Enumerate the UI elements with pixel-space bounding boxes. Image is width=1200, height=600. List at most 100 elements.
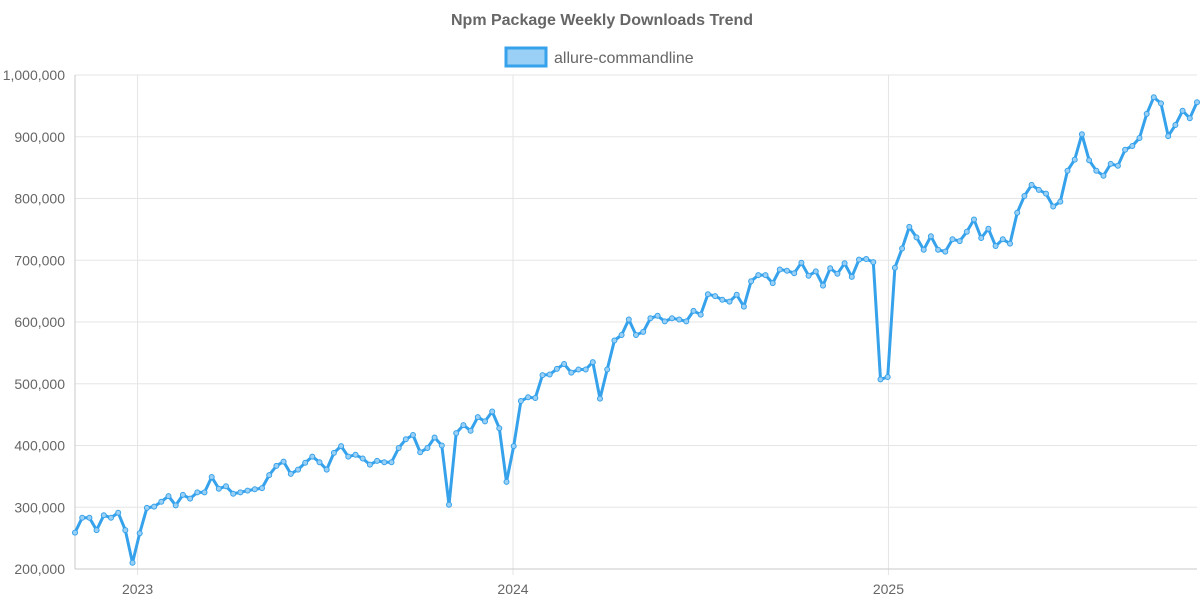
data-point[interactable] — [417, 449, 424, 456]
data-point[interactable] — [971, 216, 977, 223]
data-point[interactable] — [834, 270, 841, 277]
data-point[interactable] — [553, 365, 560, 372]
data-point[interactable] — [323, 466, 330, 473]
data-point[interactable] — [330, 449, 337, 456]
data-point[interactable] — [985, 225, 992, 232]
data-point[interactable] — [1021, 193, 1028, 199]
data-point[interactable] — [769, 280, 776, 287]
data-point[interactable] — [992, 243, 999, 249]
data-point[interactable] — [942, 248, 949, 255]
data-point[interactable] — [798, 259, 805, 266]
data-point[interactable] — [906, 223, 913, 230]
data-point[interactable] — [215, 485, 222, 492]
data-point[interactable] — [517, 398, 524, 404]
legend[interactable]: allure-commandline — [504, 46, 694, 68]
data-point[interactable] — [510, 443, 517, 450]
data-point[interactable] — [1107, 160, 1114, 167]
data-point[interactable] — [388, 459, 395, 466]
data-point[interactable] — [496, 425, 503, 432]
data-point[interactable] — [690, 307, 697, 314]
data-point[interactable] — [129, 559, 136, 566]
data-point[interactable] — [827, 265, 834, 272]
data-point[interactable] — [856, 256, 862, 263]
data-point[interactable] — [712, 293, 719, 300]
data-point[interactable] — [251, 486, 258, 493]
data-point[interactable] — [891, 264, 898, 271]
data-point[interactable] — [489, 408, 496, 415]
data-point[interactable] — [345, 453, 352, 460]
data-point[interactable] — [302, 459, 309, 466]
data-point[interactable] — [223, 483, 229, 490]
data-point[interactable] — [158, 498, 165, 505]
data-point[interactable] — [187, 495, 194, 502]
data-point[interactable] — [1014, 209, 1021, 216]
data-point[interactable] — [366, 461, 373, 468]
data-point[interactable] — [719, 296, 726, 303]
data-point[interactable] — [697, 311, 704, 318]
data-point[interactable] — [287, 470, 294, 477]
data-point[interactable] — [338, 443, 345, 450]
data-point[interactable] — [927, 233, 934, 240]
data-point[interactable] — [784, 267, 790, 274]
data-point[interactable] — [172, 502, 179, 509]
data-point[interactable] — [654, 312, 661, 319]
data-point[interactable] — [1035, 186, 1042, 193]
data-point[interactable] — [676, 316, 683, 323]
data-point[interactable] — [115, 509, 122, 516]
data-point[interactable] — [1078, 131, 1085, 138]
data-point[interactable] — [460, 422, 467, 429]
legend-swatch[interactable] — [504, 46, 548, 68]
data-point[interactable] — [999, 236, 1006, 243]
data-point[interactable] — [568, 369, 575, 376]
data-point[interactable] — [1186, 115, 1193, 122]
data-point[interactable] — [640, 328, 647, 335]
data-point[interactable] — [956, 238, 963, 245]
data-point[interactable] — [438, 442, 445, 449]
data-point[interactable] — [604, 366, 611, 373]
data-point[interactable] — [546, 371, 553, 378]
data-point[interactable] — [611, 337, 618, 344]
data-point[interactable] — [863, 256, 870, 262]
data-point[interactable] — [482, 418, 488, 425]
data-point[interactable] — [561, 361, 568, 367]
data-point[interactable] — [805, 272, 812, 279]
data-point[interactable] — [1100, 172, 1107, 179]
data-point[interactable] — [1050, 203, 1057, 210]
data-point[interactable] — [884, 374, 891, 380]
data-point[interactable] — [647, 315, 654, 322]
data-point[interactable] — [1143, 110, 1150, 117]
data-point[interactable] — [820, 282, 826, 289]
data-point[interactable] — [1150, 94, 1157, 101]
data-point[interactable] — [949, 236, 956, 243]
data-point[interactable] — [79, 514, 86, 521]
data-point[interactable] — [913, 234, 920, 241]
data-point[interactable] — [93, 527, 100, 534]
data-point[interactable] — [151, 503, 158, 510]
data-point[interactable] — [309, 453, 316, 460]
data-point[interactable] — [899, 245, 906, 252]
data-point[interactable] — [1158, 100, 1164, 107]
data-point[interactable] — [100, 512, 107, 519]
data-point[interactable] — [582, 366, 589, 373]
data-point[interactable] — [704, 291, 711, 298]
data-point[interactable] — [532, 395, 539, 401]
data-point[interactable] — [402, 436, 409, 443]
data-point[interactable] — [395, 445, 402, 451]
data-point[interactable] — [935, 246, 942, 253]
data-point[interactable] — [791, 270, 798, 277]
data-point[interactable] — [474, 414, 481, 421]
legend-label[interactable]: allure-commandline — [554, 50, 694, 67]
data-point[interactable] — [280, 458, 287, 465]
data-point[interactable] — [683, 318, 690, 325]
data-point[interactable] — [625, 316, 632, 323]
data-point[interactable] — [359, 455, 366, 462]
data-point[interactable] — [424, 445, 431, 451]
data-point[interactable] — [295, 466, 301, 473]
data-point[interactable] — [841, 260, 848, 267]
data-point[interactable] — [661, 318, 668, 325]
data-point[interactable] — [1057, 198, 1064, 205]
data-point[interactable] — [963, 228, 970, 235]
data-point[interactable] — [143, 504, 150, 511]
data-point[interactable] — [1028, 181, 1035, 188]
data-point[interactable] — [1122, 146, 1129, 153]
